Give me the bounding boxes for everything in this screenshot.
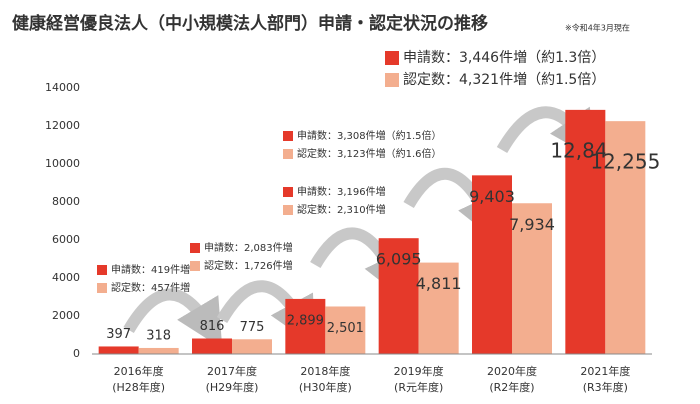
value-label: 7,934 xyxy=(509,215,555,234)
annotation-swatch xyxy=(97,265,107,275)
bar xyxy=(565,109,606,354)
x-tick-note: (H28年度) xyxy=(112,380,165,394)
x-tick-note: (H30年度) xyxy=(299,380,352,394)
annotation-swatch xyxy=(283,149,293,159)
bar xyxy=(325,306,366,354)
y-tick-label: 10000 xyxy=(45,157,80,170)
annotation: 申請数：3,308件増（約1.5倍） xyxy=(297,129,442,142)
y-tick-label: 2000 xyxy=(52,309,80,322)
value-label: 4,811 xyxy=(416,274,462,293)
annotation-swatch xyxy=(283,187,293,197)
y-tick-label: 0 xyxy=(73,347,80,360)
arrow xyxy=(123,288,223,349)
bar xyxy=(232,339,272,354)
value-label: 9,403 xyxy=(469,187,515,206)
x-tick-label: 2019年度 xyxy=(394,364,444,378)
bar xyxy=(512,203,552,354)
y-tick-label: 6000 xyxy=(52,233,80,246)
x-tick-note: (H29年度) xyxy=(206,380,259,394)
bar xyxy=(605,121,646,354)
annotation-swatch xyxy=(385,73,399,87)
x-tick-note: (R3年度) xyxy=(583,380,628,394)
annotation-swatch xyxy=(283,205,293,215)
x-tick-label: 2020年度 xyxy=(487,364,537,378)
annotation: 申請数：419件増 xyxy=(111,263,190,276)
bar xyxy=(472,175,512,354)
value-label: 6,095 xyxy=(376,250,422,269)
y-tick-label: 14000 xyxy=(45,81,80,94)
x-tick-label: 2018年度 xyxy=(300,364,350,378)
value-label: 2,899 xyxy=(287,313,324,328)
bar xyxy=(285,298,326,354)
annotation: 認定数：3,123件増（約1.6倍） xyxy=(297,147,442,160)
annotation: 認定数：1,726件増 xyxy=(204,259,293,272)
x-tick-label: 2021年度 xyxy=(580,364,630,378)
annotation: 認定数：2,310件増 xyxy=(297,203,386,216)
annotation-swatch xyxy=(385,51,399,65)
x-tick-note: (R2年度) xyxy=(489,380,534,394)
y-tick-label: 4000 xyxy=(52,271,80,284)
annotation: 申請数：2,083件増 xyxy=(204,241,293,254)
y-tick-label: 12000 xyxy=(45,119,80,132)
bar xyxy=(192,338,232,354)
bar xyxy=(138,347,179,354)
bar xyxy=(378,238,419,354)
annotation-swatch xyxy=(97,283,107,293)
value-label: 318 xyxy=(146,328,171,343)
value-label: 775 xyxy=(240,320,265,335)
value-label: 12,255 xyxy=(590,150,660,174)
chart-note: ※令和4年3月現在 xyxy=(565,23,630,33)
x-tick-label: 2016年度 xyxy=(114,364,164,378)
bar xyxy=(418,262,459,354)
annotation: 申請数：3,446件増（約1.3倍） xyxy=(403,50,605,66)
annotation: 認定数：4,321件増（約1.5倍） xyxy=(403,72,605,88)
annotation-swatch xyxy=(190,243,200,253)
value-label: 816 xyxy=(200,319,225,334)
x-tick-label: 2017年度 xyxy=(207,364,257,378)
annotation: 認定数：457件増 xyxy=(111,281,190,294)
x-tick-note: (R元年度) xyxy=(394,380,443,394)
value-label: 2,501 xyxy=(327,321,364,336)
annotation: 申請数：3,196件増 xyxy=(297,185,386,198)
annotation-swatch xyxy=(283,131,293,141)
value-label: 397 xyxy=(106,327,131,342)
annotation-swatch xyxy=(190,261,200,271)
chart-title: 健康経営優良法人（中小規模法人部門）申請・認定状況の推移 xyxy=(12,13,488,34)
y-tick-label: 8000 xyxy=(52,195,80,208)
bar xyxy=(98,346,139,354)
